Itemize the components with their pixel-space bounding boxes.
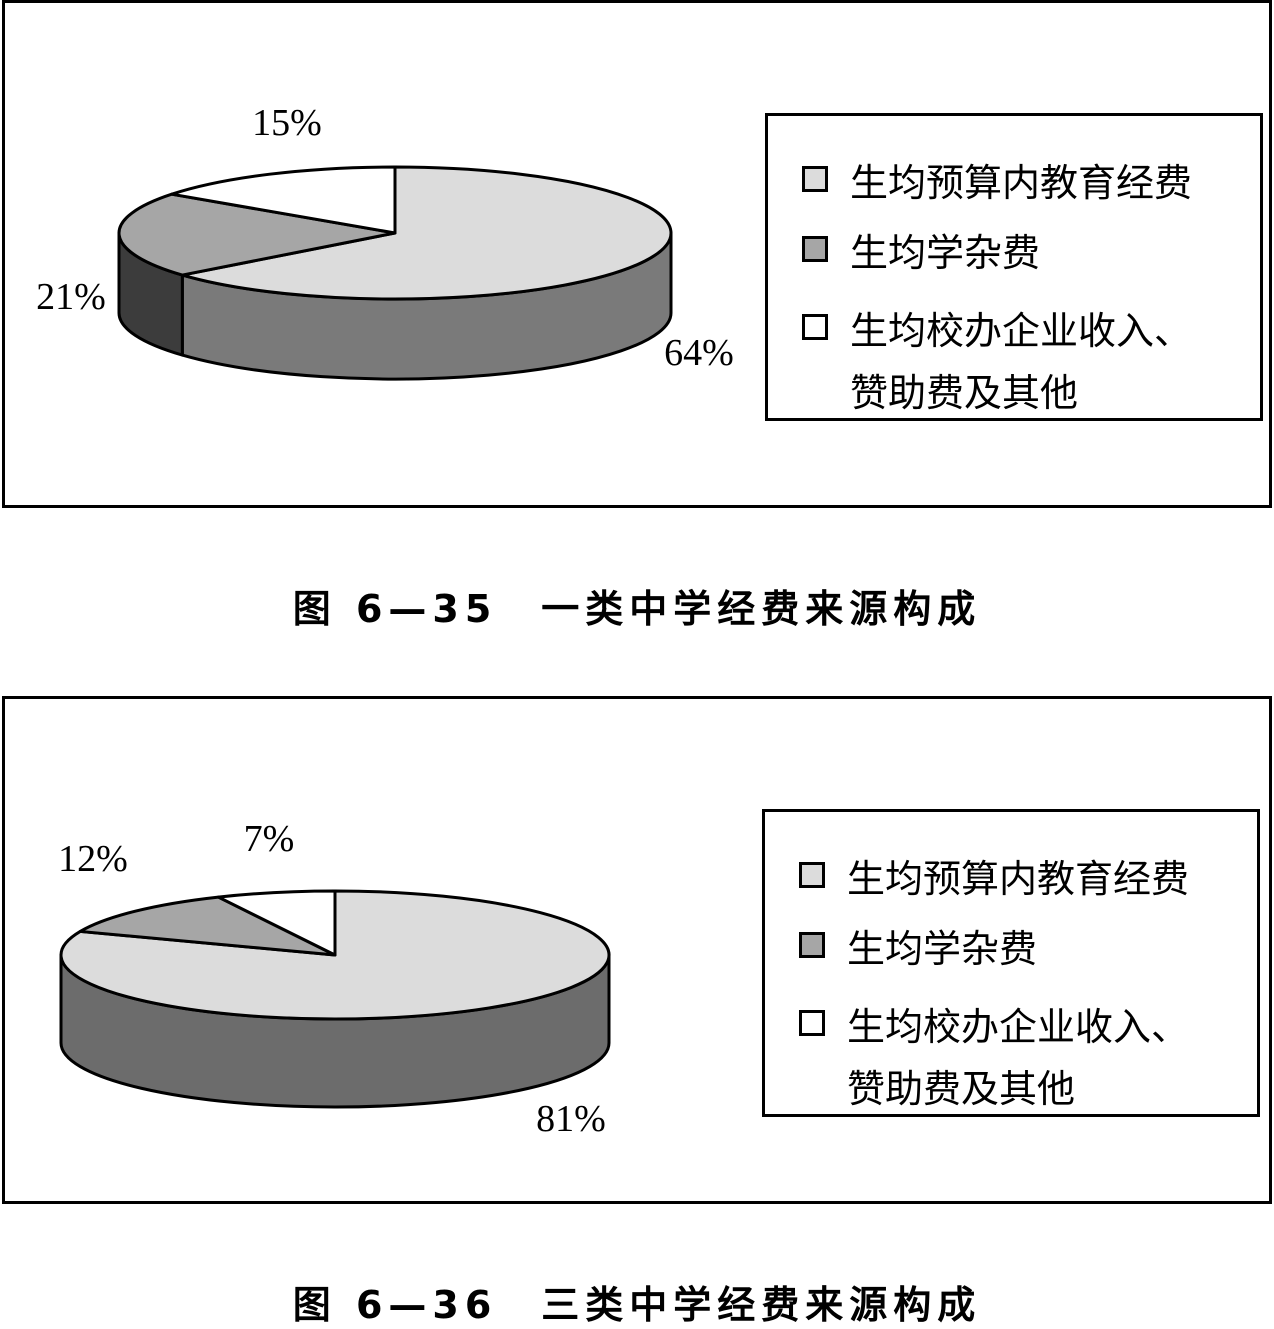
- legend-label: 生均预算内教育经费: [847, 857, 1190, 901]
- slice-label-1: 12%: [58, 838, 128, 880]
- legend-1: 生均预算内教育经费 生均学杂费 生均校办企业收入、 赞助费及其他: [765, 113, 1263, 421]
- figure-caption-2: 图 6—36 三类中学经费来源构成: [292, 1283, 982, 1327]
- pie-slice-0: [180, 165, 673, 301]
- slice-label-0: 81%: [536, 1098, 606, 1140]
- legend-label: 生均校办企业收入、 赞助费及其他: [847, 1005, 1190, 1111]
- slice-label-2: 7%: [244, 818, 295, 860]
- slice-label-1: 21%: [36, 276, 106, 318]
- pie-slice-2: [170, 165, 397, 235]
- legend-label: 生均学杂费: [847, 927, 1038, 971]
- legend-item-budget: 生均预算内教育经费: [799, 848, 1189, 910]
- legend-swatch: [802, 314, 828, 340]
- legend-label: 生均校办企业收入、 赞助费及其他: [850, 309, 1193, 415]
- legend-label: 生均预算内教育经费: [850, 161, 1193, 205]
- pie-chart-2: 81% 12% 7%: [58, 818, 611, 1140]
- slice-label-0: 64%: [664, 332, 734, 374]
- legend-item-other: 生均校办企业收入、 赞助费及其他: [802, 300, 1192, 424]
- legend-item-tuition: 生均学杂费: [799, 918, 1037, 980]
- legend-item-budget: 生均预算内教育经费: [802, 152, 1192, 214]
- legend-item-tuition: 生均学杂费: [802, 222, 1040, 284]
- legend-swatch: [799, 862, 825, 888]
- legend-item-other: 生均校办企业收入、 赞助费及其他: [799, 996, 1189, 1120]
- chart-frame-1: 64% 21% 15% 生均预算内教育经费 生均学杂费 生均校办企业收入、 赞助费及…: [2, 0, 1272, 508]
- pie-chart-1: 64% 21% 15%: [36, 102, 734, 381]
- legend-2: 生均预算内教育经费 生均学杂费 生均校办企业收入、 赞助费及其他: [762, 809, 1260, 1117]
- legend-swatch: [802, 166, 828, 192]
- legend-swatch: [799, 1010, 825, 1036]
- chart-frame-2: 81% 12% 7% 生均预算内教育经费 生均学杂费 生均校办企业收入、 赞助费及其…: [2, 696, 1272, 1204]
- legend-swatch: [799, 932, 825, 958]
- figure-caption-1: 图 6—35 一类中学经费来源构成: [292, 587, 982, 631]
- pie-slice-1: [78, 895, 337, 957]
- legend-swatch: [802, 236, 828, 262]
- slice-label-2: 15%: [252, 102, 322, 144]
- pie-slice-1: [117, 192, 397, 277]
- legend-label: 生均学杂费: [850, 231, 1041, 275]
- pie-slice-2: [216, 889, 337, 957]
